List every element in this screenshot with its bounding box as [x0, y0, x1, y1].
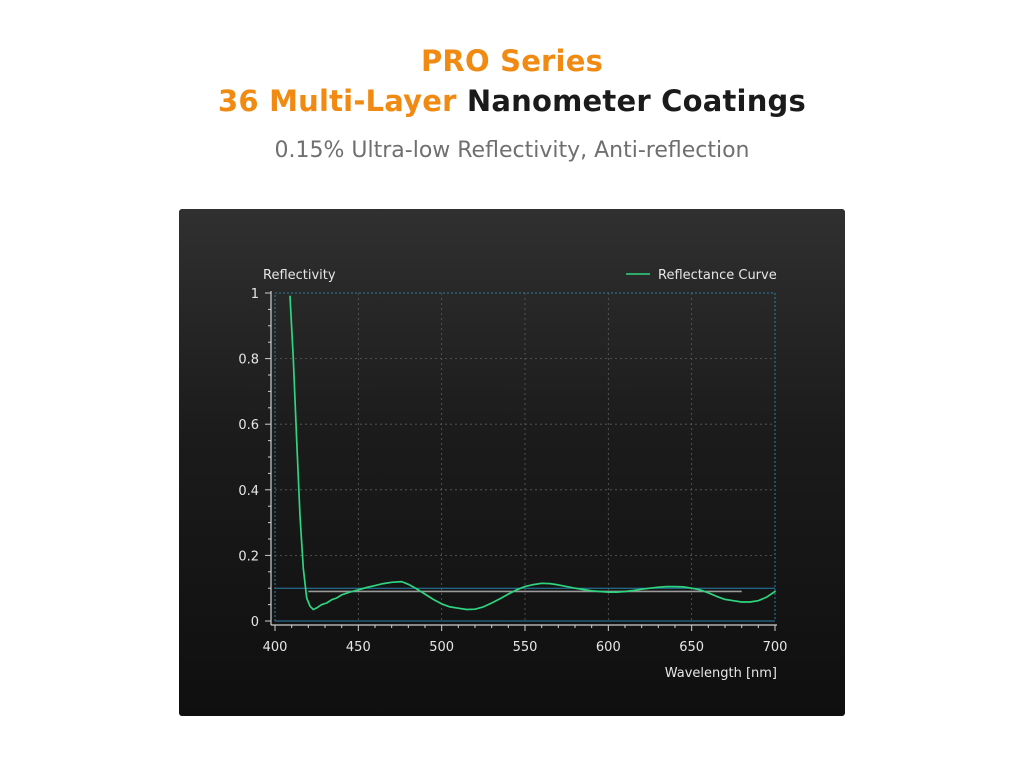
legend: Reflectance Curve: [626, 268, 777, 283]
x-tick-label: 600: [596, 640, 621, 655]
y-tick-label: 0.2: [238, 549, 259, 564]
headline-rest-text: Nanometer Coatings: [466, 84, 806, 118]
headline-series-text: PRO Series: [420, 44, 604, 78]
chart-panel: Reflectivity Wavelength [nm] Reflectance…: [179, 209, 845, 716]
x-tick-label: 650: [679, 640, 704, 655]
y-tick-label: 0.6: [238, 418, 259, 433]
reflectance-curve: [289, 295, 776, 611]
legend-label: Reflectance Curve: [658, 268, 777, 283]
reflectance-chart: Reflectivity Wavelength [nm] Reflectance…: [238, 268, 787, 681]
y-tick-label: 0.8: [238, 353, 259, 368]
y-tick-label: 1: [251, 287, 259, 302]
x-tick-label: 550: [513, 640, 538, 655]
y-axis-label: Reflectivity: [263, 268, 336, 283]
subtitle: 0.15% Ultra-low Reflectivity, Anti-refle…: [274, 138, 750, 163]
x-tick-label: 700: [763, 640, 788, 655]
x-tick-label: 400: [263, 640, 288, 655]
x-tick-label: 450: [346, 640, 371, 655]
headline-coatings: 36 Multi-Layer Nanometer Coatings: [0, 82, 1024, 120]
headline-series: PRO Series: [0, 42, 1024, 80]
headline-accent-text: 36 Multi-Layer: [218, 84, 457, 118]
y-tick-label: 0.4: [238, 484, 259, 499]
y-tick-label: 0: [251, 615, 259, 630]
plot-area: 0 0.2 0.4 0.6 0.8 1 400 450 500 550 600 650 700: [238, 287, 787, 655]
x-tick-label: 500: [429, 640, 454, 655]
x-axis-label: Wavelength [nm]: [665, 666, 777, 681]
plot-frame: [274, 292, 776, 622]
